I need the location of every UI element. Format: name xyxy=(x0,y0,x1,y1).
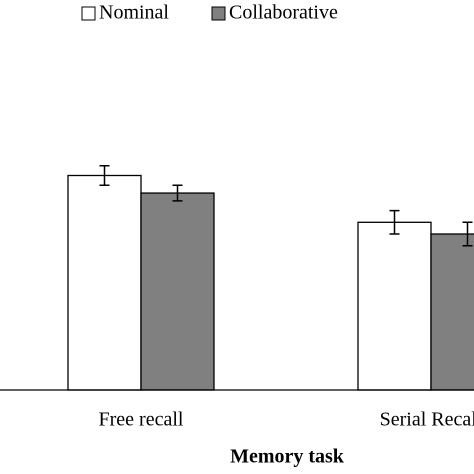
legend-swatch xyxy=(81,6,96,21)
error-bar xyxy=(389,209,400,235)
bar xyxy=(430,233,474,391)
legend-label: Nominal xyxy=(99,2,169,24)
x-tick-label: Free recall xyxy=(99,409,184,431)
error-bar xyxy=(99,165,110,186)
bar xyxy=(357,221,432,391)
x-tick-label: Serial Recall xyxy=(380,409,474,431)
legend-swatch xyxy=(211,6,226,21)
error-bar xyxy=(462,221,473,247)
bar xyxy=(67,174,142,391)
x-axis-title: Memory task xyxy=(230,446,345,468)
legend-label: Collaborative xyxy=(229,2,338,24)
error-bar xyxy=(172,184,183,202)
bar xyxy=(140,192,215,391)
